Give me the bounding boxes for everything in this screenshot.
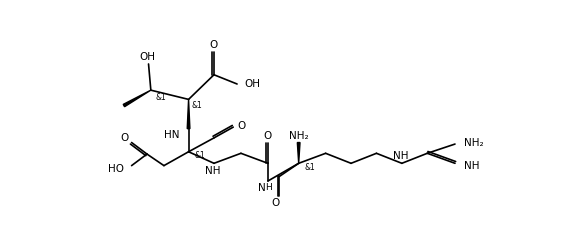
Text: &1: &1 xyxy=(305,163,316,172)
Polygon shape xyxy=(297,143,300,163)
Text: NH: NH xyxy=(205,166,221,176)
Polygon shape xyxy=(123,90,151,107)
Text: O: O xyxy=(272,198,280,208)
Text: OH: OH xyxy=(245,79,261,89)
Text: O: O xyxy=(237,121,245,131)
Text: OH: OH xyxy=(139,52,155,62)
Text: NH: NH xyxy=(393,151,409,161)
Text: O: O xyxy=(264,131,272,141)
Text: NH₂: NH₂ xyxy=(289,131,309,141)
Text: N: N xyxy=(258,183,265,193)
Text: NH: NH xyxy=(464,161,480,171)
Text: HN: HN xyxy=(164,130,180,140)
Text: NH₂: NH₂ xyxy=(464,138,484,148)
Text: &1: &1 xyxy=(195,151,205,160)
Text: &1: &1 xyxy=(192,101,203,110)
Polygon shape xyxy=(187,99,190,129)
Text: O: O xyxy=(120,133,128,143)
Text: H: H xyxy=(265,183,272,193)
Text: O: O xyxy=(210,40,218,50)
Text: HO: HO xyxy=(108,164,124,174)
Text: &1: &1 xyxy=(155,93,166,102)
